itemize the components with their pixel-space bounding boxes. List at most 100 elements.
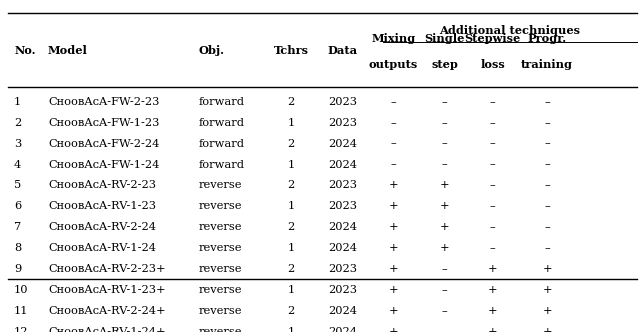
Text: 2023: 2023 bbox=[328, 264, 357, 274]
Text: 10: 10 bbox=[14, 285, 29, 295]
Text: –: – bbox=[391, 138, 396, 149]
Text: Progr.: Progr. bbox=[527, 33, 567, 44]
Text: –: – bbox=[545, 180, 550, 191]
Text: reverse: reverse bbox=[198, 264, 242, 274]
Text: 8: 8 bbox=[14, 243, 21, 253]
Text: 2: 2 bbox=[287, 180, 295, 191]
Text: +: + bbox=[488, 264, 498, 274]
Text: –: – bbox=[442, 118, 447, 128]
Text: +: + bbox=[388, 264, 399, 274]
Text: –: – bbox=[545, 138, 550, 149]
Text: –: – bbox=[490, 222, 495, 232]
Text: 2: 2 bbox=[14, 118, 21, 128]
Text: Data: Data bbox=[327, 45, 358, 56]
Text: 2: 2 bbox=[287, 264, 295, 274]
Text: 2: 2 bbox=[287, 97, 295, 107]
Text: outputs: outputs bbox=[369, 59, 418, 70]
Text: reverse: reverse bbox=[198, 180, 242, 191]
Text: –: – bbox=[490, 159, 495, 170]
Text: CʜᴏᴏʙAᴄA-RV-2-24: CʜᴏᴏʙAᴄA-RV-2-24 bbox=[48, 222, 156, 232]
Text: +: + bbox=[542, 285, 552, 295]
Text: CʜᴏᴏʙAᴄA-RV-2-24+: CʜᴏᴏʙAᴄA-RV-2-24+ bbox=[48, 306, 166, 316]
Text: Single: Single bbox=[424, 33, 465, 44]
Text: 11: 11 bbox=[14, 306, 29, 316]
Text: CʜᴏᴏʙAᴄA-FW-2-23: CʜᴏᴏʙAᴄA-FW-2-23 bbox=[48, 97, 159, 107]
Text: –: – bbox=[391, 118, 396, 128]
Text: 4: 4 bbox=[14, 159, 21, 170]
Text: CʜᴏᴏʙAᴄA-RV-2-23: CʜᴏᴏʙAᴄA-RV-2-23 bbox=[48, 180, 156, 191]
Text: reverse: reverse bbox=[198, 222, 242, 232]
Text: –: – bbox=[545, 118, 550, 128]
Text: 2: 2 bbox=[287, 306, 295, 316]
Text: 1: 1 bbox=[287, 118, 295, 128]
Text: 2024: 2024 bbox=[328, 306, 357, 316]
Text: +: + bbox=[440, 222, 450, 232]
Text: forward: forward bbox=[198, 138, 244, 149]
Text: –: – bbox=[391, 159, 396, 170]
Text: –: – bbox=[442, 159, 447, 170]
Text: –: – bbox=[442, 97, 447, 107]
Text: +: + bbox=[542, 327, 552, 332]
Text: 1: 1 bbox=[287, 202, 295, 211]
Text: –: – bbox=[442, 306, 447, 316]
Text: 1: 1 bbox=[287, 159, 295, 170]
Text: 2023: 2023 bbox=[328, 202, 357, 211]
Text: forward: forward bbox=[198, 97, 244, 107]
Text: reverse: reverse bbox=[198, 327, 242, 332]
Text: +: + bbox=[488, 327, 498, 332]
Text: 12: 12 bbox=[14, 327, 29, 332]
Text: +: + bbox=[388, 202, 399, 211]
Text: +: + bbox=[440, 243, 450, 253]
Text: Obj.: Obj. bbox=[198, 45, 225, 56]
Text: CʜᴏᴏʙAᴄA-FW-1-23: CʜᴏᴏʙAᴄA-FW-1-23 bbox=[48, 118, 159, 128]
Text: +: + bbox=[388, 243, 399, 253]
Text: +: + bbox=[388, 306, 399, 316]
Text: 2024: 2024 bbox=[328, 327, 357, 332]
Text: 2023: 2023 bbox=[328, 118, 357, 128]
Text: –: – bbox=[545, 222, 550, 232]
Text: reverse: reverse bbox=[198, 202, 242, 211]
Text: +: + bbox=[542, 306, 552, 316]
Text: loss: loss bbox=[481, 59, 505, 70]
Text: +: + bbox=[388, 285, 399, 295]
Text: –: – bbox=[490, 180, 495, 191]
Text: 1: 1 bbox=[287, 243, 295, 253]
Text: 5: 5 bbox=[14, 180, 21, 191]
Text: Mixing: Mixing bbox=[371, 33, 416, 44]
Text: Additional techniques: Additional techniques bbox=[439, 25, 580, 36]
Text: forward: forward bbox=[198, 118, 244, 128]
Text: 9: 9 bbox=[14, 264, 21, 274]
Text: No.: No. bbox=[14, 45, 36, 56]
Text: CʜᴏᴏʙAᴄA-FW-1-24: CʜᴏᴏʙAᴄA-FW-1-24 bbox=[48, 159, 159, 170]
Text: reverse: reverse bbox=[198, 306, 242, 316]
Text: 7: 7 bbox=[14, 222, 21, 232]
Text: Tchrs: Tchrs bbox=[274, 45, 308, 56]
Text: –: – bbox=[442, 285, 447, 295]
Text: 2024: 2024 bbox=[328, 159, 357, 170]
Text: –: – bbox=[490, 243, 495, 253]
Text: +: + bbox=[388, 327, 399, 332]
Text: –: – bbox=[442, 327, 447, 332]
Text: CʜᴏᴏʙAᴄA-RV-1-23+: CʜᴏᴏʙAᴄA-RV-1-23+ bbox=[48, 285, 166, 295]
Text: –: – bbox=[442, 264, 447, 274]
Text: +: + bbox=[388, 222, 399, 232]
Text: –: – bbox=[490, 97, 495, 107]
Text: –: – bbox=[545, 97, 550, 107]
Text: Model: Model bbox=[48, 45, 88, 56]
Text: CʜᴏᴏʙAᴄA-RV-1-23: CʜᴏᴏʙAᴄA-RV-1-23 bbox=[48, 202, 156, 211]
Text: Stepwise: Stepwise bbox=[465, 33, 521, 44]
Text: +: + bbox=[542, 264, 552, 274]
Text: 1: 1 bbox=[287, 327, 295, 332]
Text: CʜᴏᴏʙAᴄA-RV-1-24: CʜᴏᴏʙAᴄA-RV-1-24 bbox=[48, 243, 156, 253]
Text: +: + bbox=[440, 180, 450, 191]
Text: 2023: 2023 bbox=[328, 285, 357, 295]
Text: CʜᴏᴏʙAᴄA-RV-2-23+: CʜᴏᴏʙAᴄA-RV-2-23+ bbox=[48, 264, 166, 274]
Text: CʜᴏᴏʙAᴄA-FW-2-24: CʜᴏᴏʙAᴄA-FW-2-24 bbox=[48, 138, 159, 149]
Text: –: – bbox=[490, 138, 495, 149]
Text: 2024: 2024 bbox=[328, 222, 357, 232]
Text: –: – bbox=[545, 243, 550, 253]
Text: forward: forward bbox=[198, 159, 244, 170]
Text: 2: 2 bbox=[287, 222, 295, 232]
Text: +: + bbox=[440, 202, 450, 211]
Text: reverse: reverse bbox=[198, 243, 242, 253]
